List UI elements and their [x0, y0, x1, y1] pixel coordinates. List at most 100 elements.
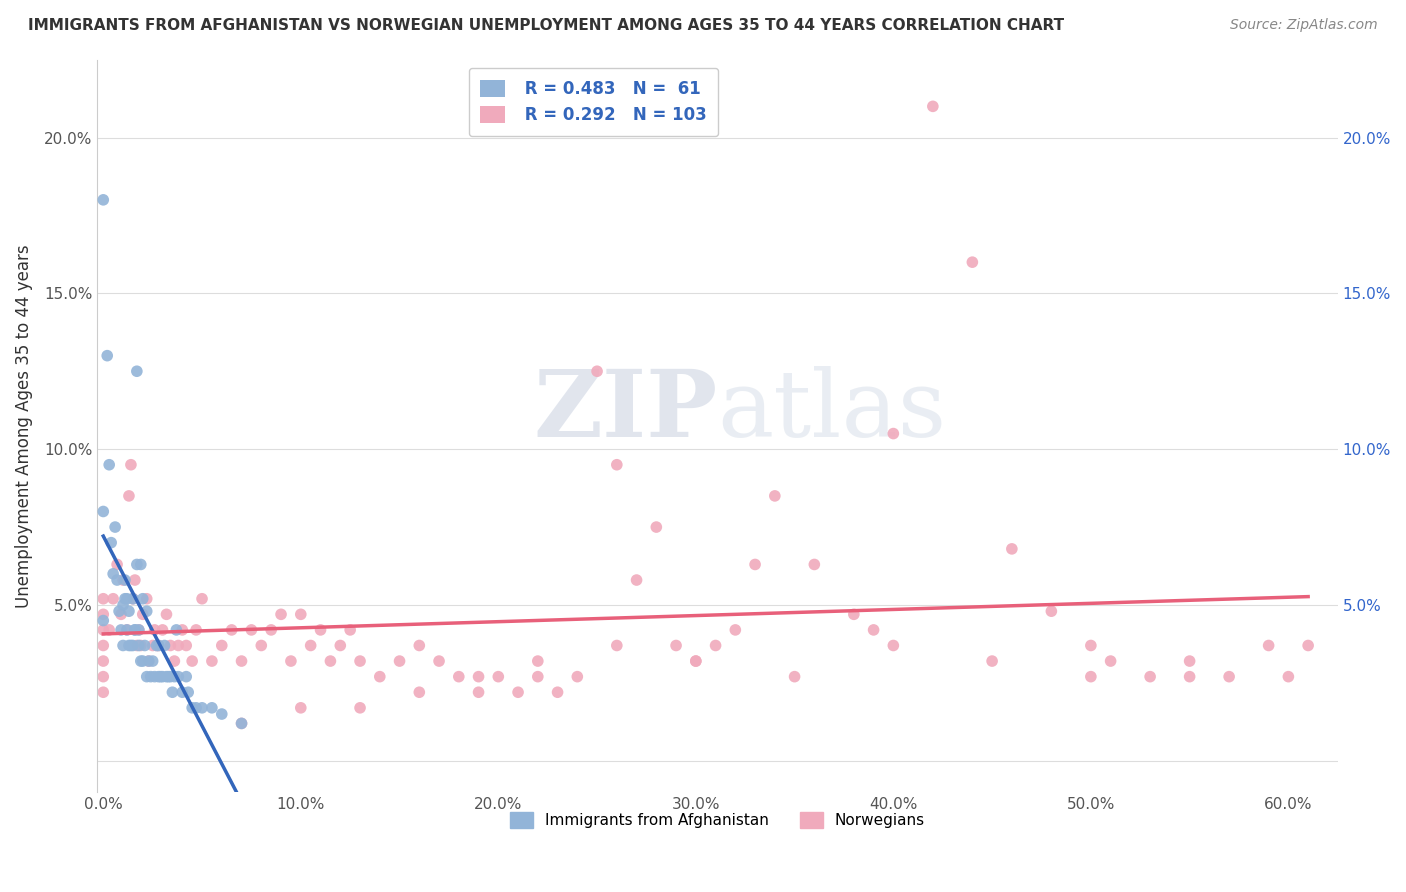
Point: [104, 520, 127, 534]
Point: [91, 639, 114, 653]
Point: [138, 654, 160, 668]
Point: [110, 623, 132, 637]
Point: [724, 623, 747, 637]
Point: [1099, 654, 1122, 668]
Point: [1296, 639, 1319, 653]
Point: [270, 607, 292, 622]
Point: [962, 255, 984, 269]
Point: [114, 591, 136, 606]
Point: [105, 573, 128, 587]
Point: [221, 623, 243, 637]
Point: [1178, 654, 1201, 668]
Point: [349, 701, 371, 715]
Point: [172, 623, 194, 637]
Point: [91, 193, 114, 207]
Point: [447, 670, 470, 684]
Point: [143, 670, 166, 684]
Point: [685, 654, 707, 668]
Point: [115, 623, 138, 637]
Point: [1001, 541, 1024, 556]
Point: [882, 639, 904, 653]
Point: [763, 489, 786, 503]
Point: [231, 654, 253, 668]
Point: [184, 623, 207, 637]
Point: [231, 716, 253, 731]
Point: [124, 573, 146, 587]
Point: [122, 639, 145, 653]
Point: [135, 604, 157, 618]
Point: [145, 639, 167, 653]
Point: [122, 591, 145, 606]
Point: [120, 458, 142, 472]
Point: [685, 654, 707, 668]
Point: [388, 654, 411, 668]
Point: [368, 670, 391, 684]
Point: [1218, 670, 1240, 684]
Point: [148, 639, 170, 653]
Point: [135, 591, 157, 606]
Point: [163, 654, 186, 668]
Point: [155, 670, 177, 684]
Point: [159, 639, 181, 653]
Point: [803, 558, 825, 572]
Point: [111, 639, 134, 653]
Point: [120, 639, 142, 653]
Point: [108, 604, 131, 618]
Point: [125, 364, 148, 378]
Text: IMMIGRANTS FROM AFGHANISTAN VS NORWEGIAN UNEMPLOYMENT AMONG AGES 35 TO 44 YEARS : IMMIGRANTS FROM AFGHANISTAN VS NORWEGIAN…: [28, 18, 1064, 33]
Point: [162, 685, 184, 699]
Point: [138, 654, 160, 668]
Point: [142, 639, 165, 653]
Point: [165, 623, 187, 637]
Point: [145, 639, 167, 653]
Point: [129, 654, 152, 668]
Point: [329, 639, 352, 653]
Point: [101, 566, 124, 581]
Point: [115, 591, 138, 606]
Text: atlas: atlas: [717, 366, 946, 456]
Point: [148, 639, 170, 653]
Point: [91, 614, 114, 628]
Point: [142, 654, 165, 668]
Point: [467, 670, 489, 684]
Point: [1178, 670, 1201, 684]
Point: [118, 604, 141, 618]
Point: [101, 591, 124, 606]
Point: [132, 654, 155, 668]
Point: [527, 654, 550, 668]
Point: [981, 654, 1004, 668]
Legend: Immigrants from Afghanistan, Norwegians: Immigrants from Afghanistan, Norwegians: [502, 805, 932, 836]
Point: [132, 591, 155, 606]
Point: [1040, 604, 1063, 618]
Point: [181, 654, 204, 668]
Point: [626, 573, 648, 587]
Point: [174, 670, 197, 684]
Point: [567, 670, 589, 684]
Point: [1080, 639, 1102, 653]
Point: [1257, 639, 1279, 653]
Point: [290, 701, 312, 715]
Point: [842, 607, 865, 622]
Point: [155, 607, 177, 622]
Point: [157, 670, 180, 684]
Point: [606, 458, 628, 472]
Point: [118, 489, 141, 503]
Point: [167, 639, 190, 653]
Y-axis label: Unemployment Among Ages 35 to 44 years: Unemployment Among Ages 35 to 44 years: [15, 244, 32, 607]
Point: [1080, 670, 1102, 684]
Point: [250, 639, 273, 653]
Point: [506, 685, 529, 699]
Point: [91, 685, 114, 699]
Point: [118, 639, 141, 653]
Point: [98, 623, 121, 637]
Point: [260, 623, 283, 637]
Point: [148, 670, 170, 684]
Point: [191, 701, 214, 715]
Point: [115, 623, 138, 637]
Point: [177, 685, 200, 699]
Point: [586, 364, 609, 378]
Point: [129, 558, 152, 572]
Point: [149, 670, 172, 684]
Point: [91, 607, 114, 622]
Point: [139, 670, 162, 684]
